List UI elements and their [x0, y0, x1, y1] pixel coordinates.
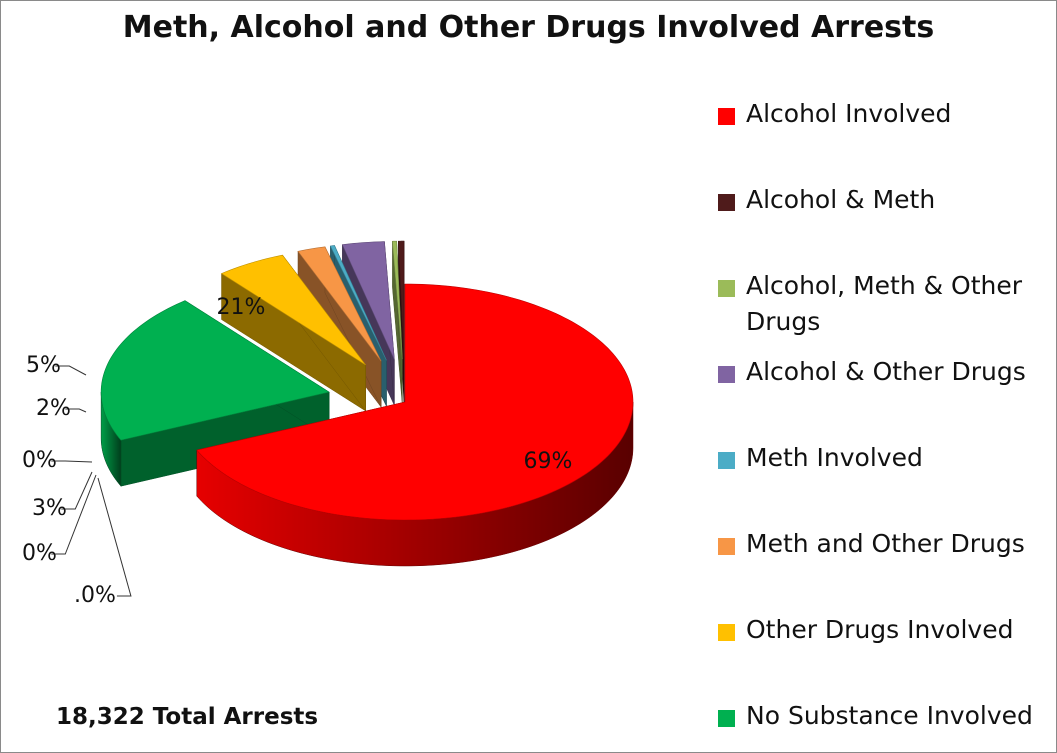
legend-label-no-substance-involved: No Substance Involved [746, 701, 1033, 730]
legend-swatch-alcohol-meth [718, 194, 735, 211]
legend-label-alcohol-meth-other-drugs: Alcohol, Meth & Other Drugs [746, 271, 1023, 336]
legend-swatch-other-drugs-involved [718, 624, 735, 641]
slice-meth-involved [329, 245, 387, 361]
slice-alcohol-involved [196, 283, 634, 521]
data-label-alcohol-meth: .0% [74, 583, 116, 608]
legend-swatch-alcohol-involved [718, 108, 735, 125]
data-label-meth-and-other-drugs: 2% [36, 396, 71, 421]
legend-swatch-meth-involved [718, 452, 735, 469]
data-label-meth-involved: 0% [22, 448, 57, 473]
legend-swatch-alcohol-other-drugs [718, 366, 735, 383]
data-label-other-drugs-involved: 5% [26, 353, 61, 378]
slice-alcohol-meth-other-drugs [392, 240, 403, 360]
legend-label-alcohol-involved: Alcohol Involved [746, 99, 952, 128]
legend-item-alcohol-meth-other-drugs: Alcohol, Meth & Other Drugs [718, 268, 1048, 340]
legend-item-no-substance-involved: No Substance Involved [718, 698, 1048, 734]
leader-line-alcohol-other-drugs [61, 471, 93, 510]
slice-other-drugs-involved [220, 254, 366, 366]
data-label-alcohol-meth-other-drugs: 0% [22, 541, 57, 566]
slice-no-substance-involved [100, 300, 330, 441]
legend-item-other-drugs-involved: Other Drugs Involved [718, 612, 1048, 648]
leader-line-meth-and-other-drugs [65, 408, 87, 413]
chart-title: Meth, Alcohol and Other Drugs Involved A… [122, 10, 935, 45]
leader-line-meth-involved [51, 460, 93, 463]
leader-line-alcohol-meth [97, 477, 132, 597]
slice-meth-and-other-drugs [297, 246, 382, 362]
slice-alcohol-meth [398, 240, 405, 360]
data-label-alcohol-involved: 69% [524, 449, 573, 474]
legend-item-meth-involved: Meth Involved [718, 440, 1048, 476]
legend-label-alcohol-meth: Alcohol & Meth [746, 185, 936, 214]
slice-alcohol-other-drugs [341, 241, 395, 360]
legend-swatch-alcohol-meth-other-drugs [718, 280, 735, 297]
legend-item-alcohol-other-drugs: Alcohol & Other Drugs [718, 354, 1048, 390]
legend-item-meth-and-other-drugs: Meth and Other Drugs [718, 526, 1048, 562]
data-label-alcohol-other-drugs: 3% [32, 496, 67, 521]
leader-line-alcohol-meth-other-drugs [51, 474, 97, 555]
legend-swatch-no-substance-involved [718, 710, 735, 727]
legend-label-meth-and-other-drugs: Meth and Other Drugs [746, 529, 1025, 558]
legend-item-alcohol-involved: Alcohol Involved [718, 96, 1048, 132]
data-label-no-substance-involved: 21% [217, 295, 266, 320]
legend-swatch-meth-and-other-drugs [718, 538, 735, 555]
legend-label-meth-involved: Meth Involved [746, 443, 923, 472]
leader-line-other-drugs-involved [55, 365, 87, 376]
legend-label-alcohol-other-drugs: Alcohol & Other Drugs [746, 357, 1026, 386]
legend-label-other-drugs-involved: Other Drugs Involved [746, 615, 1014, 644]
total-arrests-footer: 18,322 Total Arrests [56, 704, 319, 730]
legend-item-alcohol-meth: Alcohol & Meth [718, 182, 1048, 218]
